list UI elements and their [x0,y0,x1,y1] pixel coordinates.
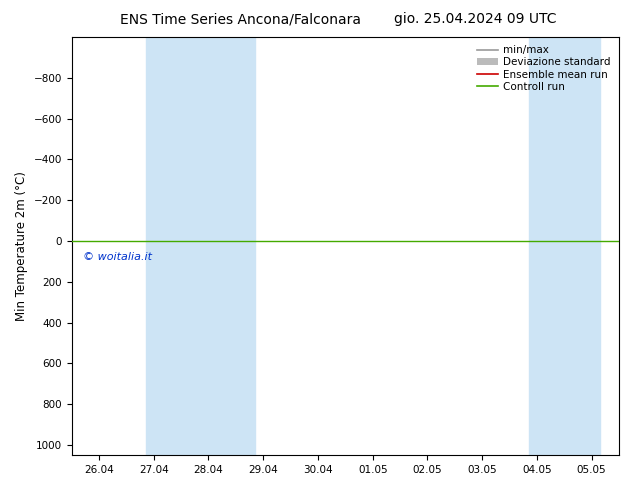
Text: ENS Time Series Ancona/Falconara: ENS Time Series Ancona/Falconara [120,12,361,26]
Text: gio. 25.04.2024 09 UTC: gio. 25.04.2024 09 UTC [394,12,557,26]
Bar [146,37,255,455]
Y-axis label: Min Temperature 2m (°C): Min Temperature 2m (°C) [15,171,28,321]
Bar [529,37,600,455]
Legend: min/max, Deviazione standard, Ensemble mean run, Controll run: min/max, Deviazione standard, Ensemble m… [474,42,614,95]
Text: © woitalia.it: © woitalia.it [82,252,152,263]
